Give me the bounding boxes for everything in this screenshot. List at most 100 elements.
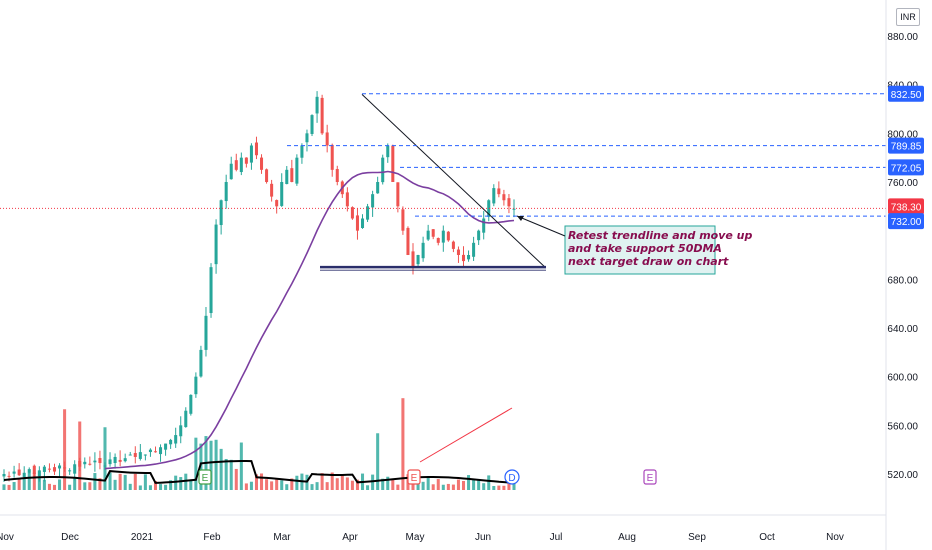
volume-bar [366, 485, 370, 490]
candle-body [194, 376, 198, 395]
volume-bar [199, 443, 203, 490]
annotation-line: next target draw on chart [568, 255, 729, 268]
price-badge-text: 732.00 [891, 217, 922, 228]
candle-body [108, 459, 112, 465]
candle-body [123, 458, 127, 462]
candle-body [58, 465, 62, 469]
volume-bar [7, 484, 11, 490]
candle-body [88, 463, 92, 465]
volume-bar [315, 482, 319, 490]
candle-body [52, 467, 57, 472]
overlays [3, 94, 546, 484]
candle-body [345, 192, 349, 207]
volume-bar [371, 474, 375, 490]
y-tick-label: 640.00 [887, 324, 918, 335]
candle-body [234, 160, 238, 170]
volume-bar [426, 476, 430, 490]
currency-label[interactable]: INR [896, 8, 920, 26]
candle-body [37, 470, 41, 477]
volume-bar [472, 479, 476, 490]
candle-body [68, 470, 72, 472]
x-tick-label: Dec [61, 532, 79, 543]
volume-bar [17, 479, 21, 490]
candle-body [350, 207, 354, 219]
candle-body [325, 132, 329, 146]
y-tick-label: 600.00 [887, 373, 918, 384]
candle-body [461, 254, 466, 262]
candle-body [512, 208, 516, 210]
dma-50-line [104, 170, 515, 470]
volume-bar [290, 478, 294, 490]
volume-bar [143, 474, 147, 490]
volume-bar [381, 478, 385, 490]
volume-bar [83, 482, 87, 490]
candle-body [128, 454, 132, 456]
volume-bar [249, 481, 253, 490]
volume-bar [244, 483, 248, 490]
candle-body [113, 456, 117, 463]
volume-bar [128, 483, 132, 490]
volume-bar [487, 475, 491, 490]
volume-bar [239, 442, 243, 490]
candle-body [477, 230, 481, 241]
volume-bar [330, 472, 334, 490]
volume-bar [189, 480, 193, 490]
y-tick-label: 760.00 [887, 178, 918, 189]
x-tick-label: 2021 [131, 532, 154, 543]
price-badge-text: 772.05 [891, 163, 922, 174]
annotation-arrowhead [517, 216, 524, 221]
volume-bar [138, 485, 142, 490]
volume-bar [492, 485, 496, 490]
volume-bar [224, 458, 228, 490]
candle-body [507, 198, 511, 207]
candle-body [451, 241, 455, 249]
price-badge [888, 85, 924, 102]
earnings-marker [198, 469, 212, 485]
candle-body [330, 144, 334, 170]
candle-body [396, 182, 400, 207]
candle-body [391, 145, 395, 182]
annotation-line: Retest trendline and move up [568, 229, 753, 242]
volume-bar [320, 473, 324, 490]
volume-bar [103, 427, 107, 490]
event-marker-label: E [202, 473, 209, 484]
x-tick-label: Oct [759, 532, 775, 543]
x-tick-label: Aug [618, 532, 636, 543]
volume-bar [148, 485, 152, 490]
candle-body [7, 475, 11, 477]
annotation-box [564, 225, 716, 275]
volume-bar [153, 481, 157, 490]
volume-bar [78, 421, 82, 490]
price-badge [888, 159, 924, 176]
dividend-marker [504, 469, 520, 485]
volume-bar [184, 473, 188, 490]
candle-body [204, 315, 208, 350]
candle-body [159, 447, 163, 455]
volume-bar [446, 483, 450, 490]
candle-body [497, 188, 501, 195]
y-tick-label: 680.00 [887, 275, 918, 286]
candle-body [214, 224, 218, 265]
candle-body [335, 169, 339, 182]
candle-body [487, 200, 491, 217]
candle-body [2, 474, 6, 477]
candle-body [381, 157, 385, 183]
earnings-marker [643, 469, 657, 485]
volume-bar [214, 439, 218, 490]
candle-body [22, 472, 26, 478]
candle-body [73, 464, 77, 474]
volume-bar [179, 477, 183, 490]
candle-body [280, 182, 284, 206]
candle-body [421, 242, 425, 259]
candle-body [411, 251, 415, 268]
volume-bar [310, 484, 314, 490]
candle-body [12, 471, 16, 474]
volume-bar [421, 481, 425, 490]
price-badge [888, 137, 924, 154]
candle-body [63, 467, 67, 469]
annotation-arrow [516, 215, 566, 237]
descending-trendline [361, 94, 546, 268]
volume-bar [2, 484, 6, 490]
candles [2, 91, 516, 482]
